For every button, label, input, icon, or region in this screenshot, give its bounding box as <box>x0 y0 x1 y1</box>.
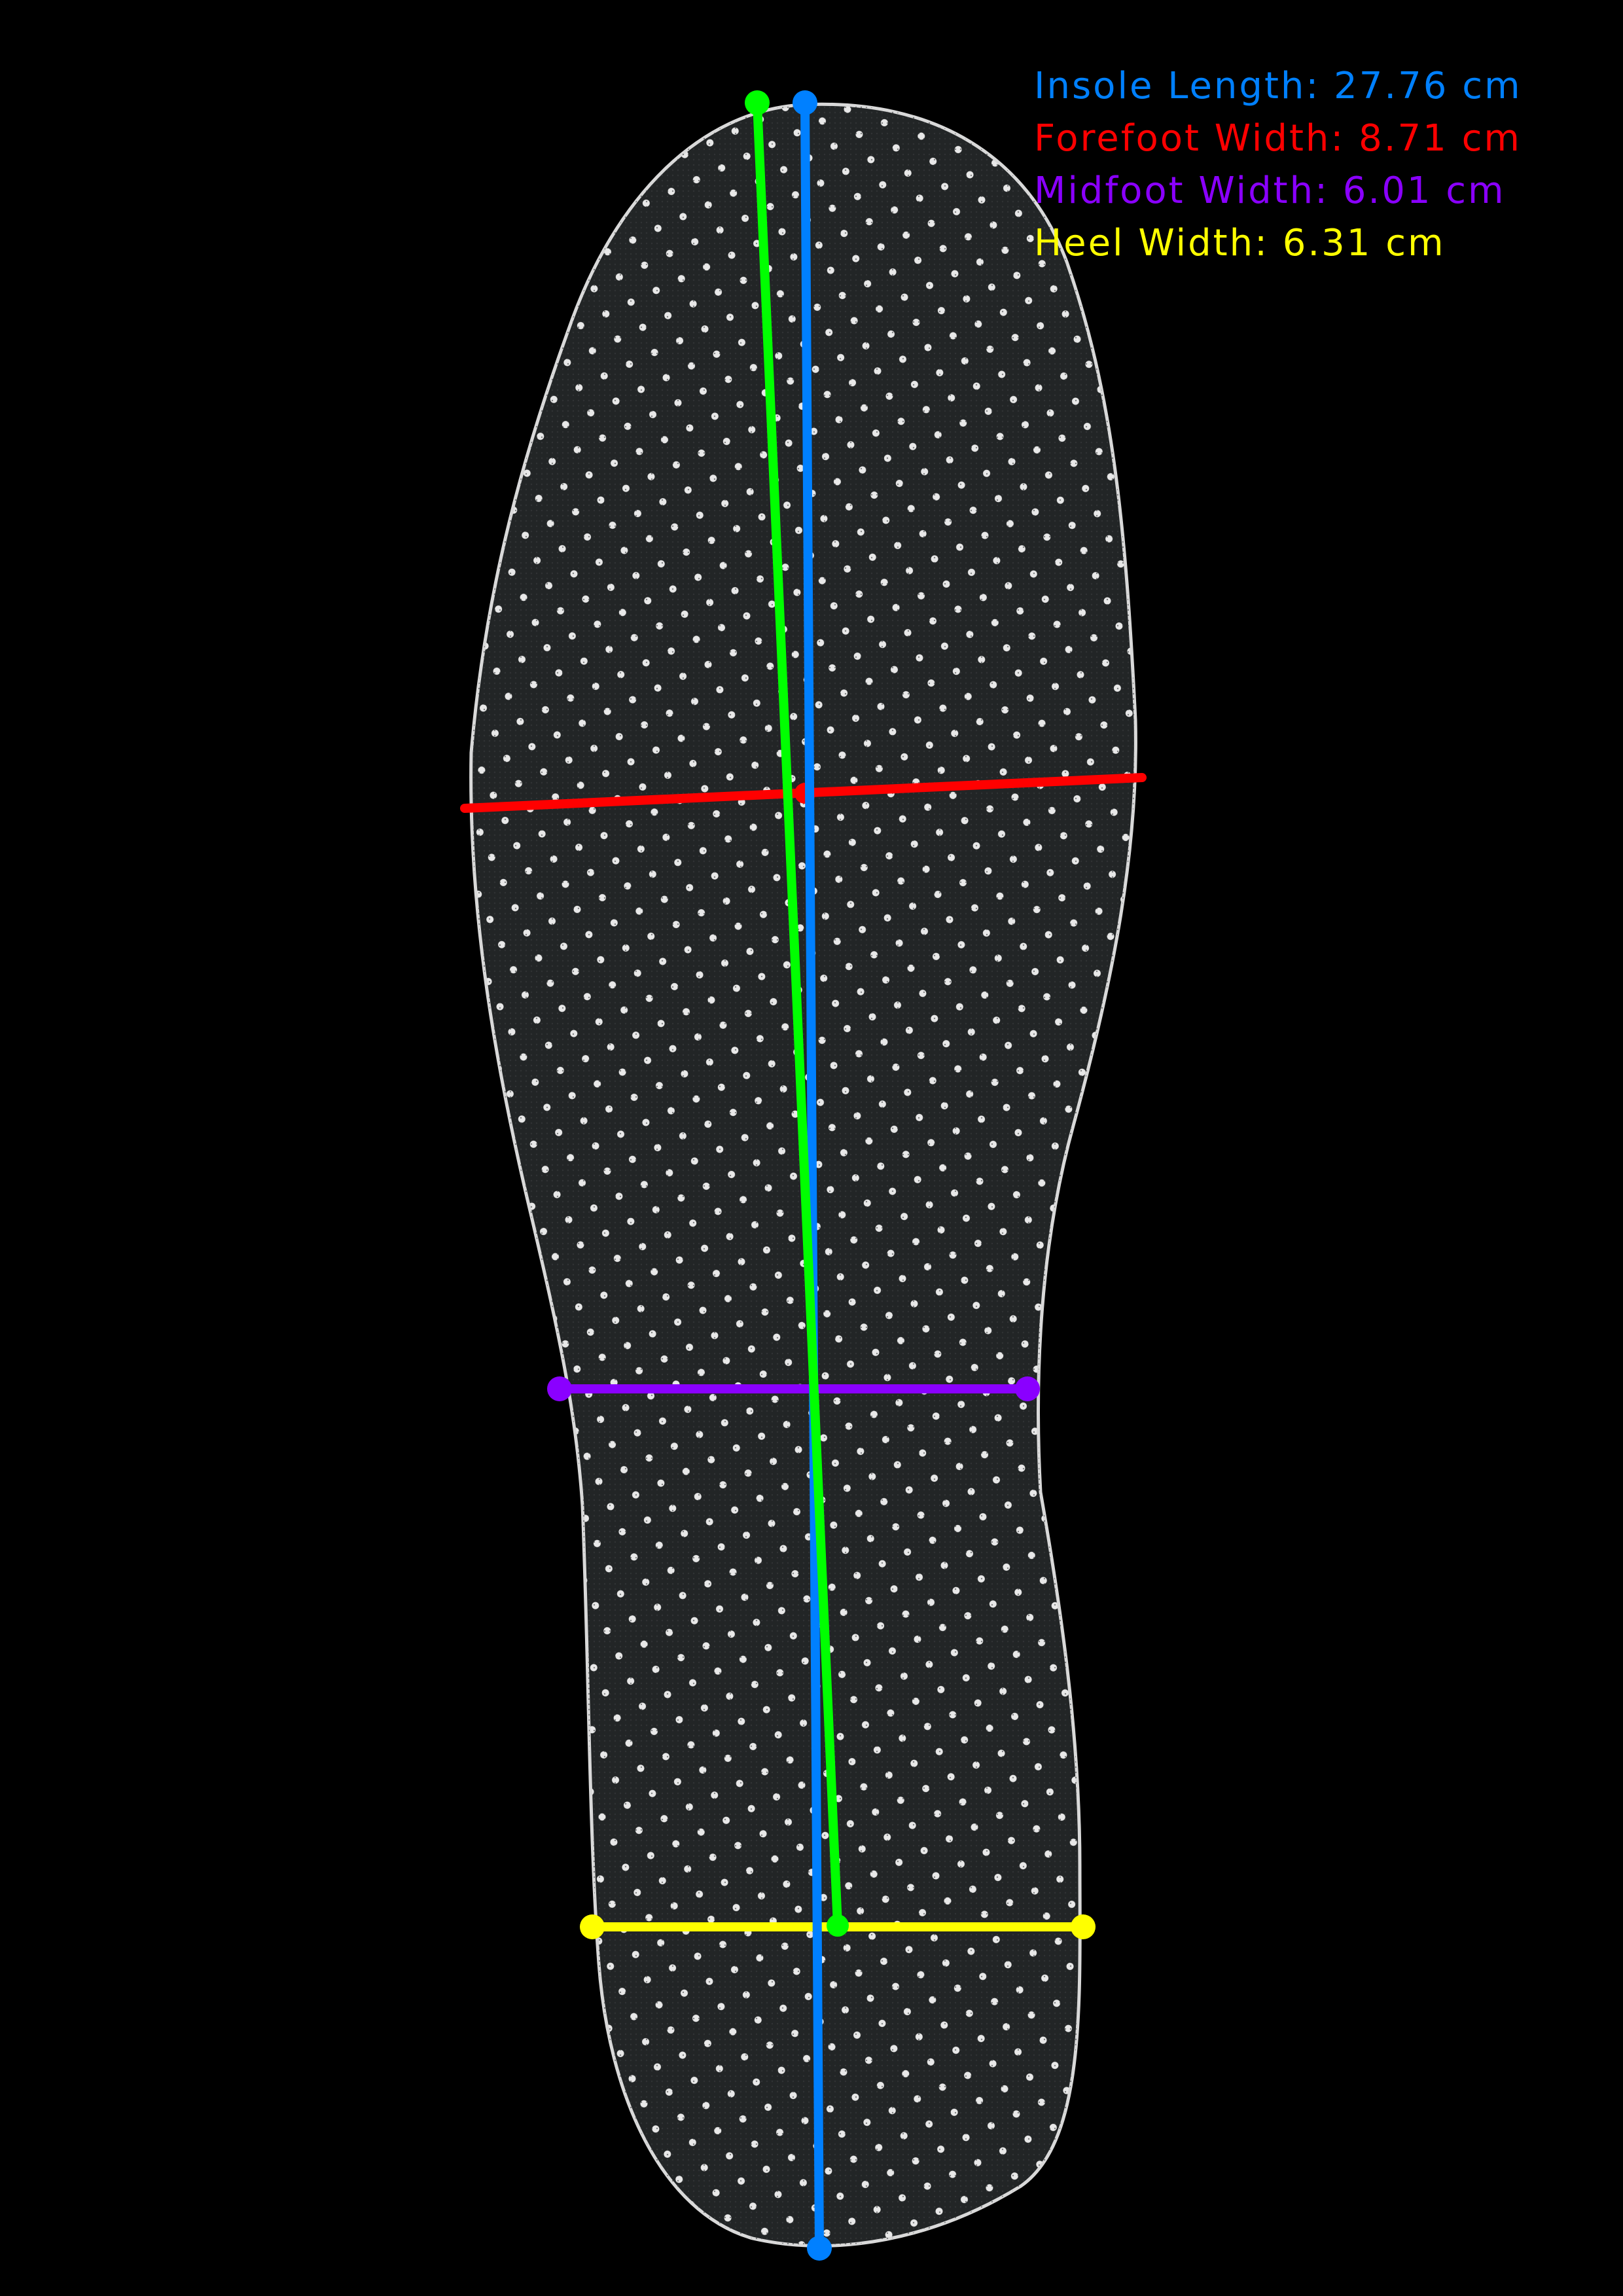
forefoot-width-label: Forefoot Width: 8.71 cm <box>1034 117 1522 160</box>
length-endpoint-bottom <box>807 2236 832 2261</box>
midfoot-width-label: Midfoot Width: 6.01 cm <box>1034 170 1506 212</box>
foot-axis-line <box>753 98 842 1930</box>
heel-endpoint-right <box>1071 1914 1096 1939</box>
insole-length-line <box>800 98 824 2253</box>
length-endpoint-top <box>793 90 817 115</box>
axis-endpoint-bottom <box>827 1914 849 1937</box>
heel-width-label: Heel Width: 6.31 cm <box>1034 222 1446 264</box>
axis-endpoint-top <box>745 90 770 115</box>
midfoot-endpoint-left <box>547 1376 572 1401</box>
heel-endpoint-left <box>580 1914 605 1939</box>
measurement-lines <box>460 90 1147 2261</box>
measurement-legend: Insole Length: 27.76 cm Forefoot Width: … <box>1034 65 1522 264</box>
midfoot-endpoint-right <box>1015 1376 1040 1401</box>
insole-length-label: Insole Length: 27.76 cm <box>1034 65 1522 107</box>
